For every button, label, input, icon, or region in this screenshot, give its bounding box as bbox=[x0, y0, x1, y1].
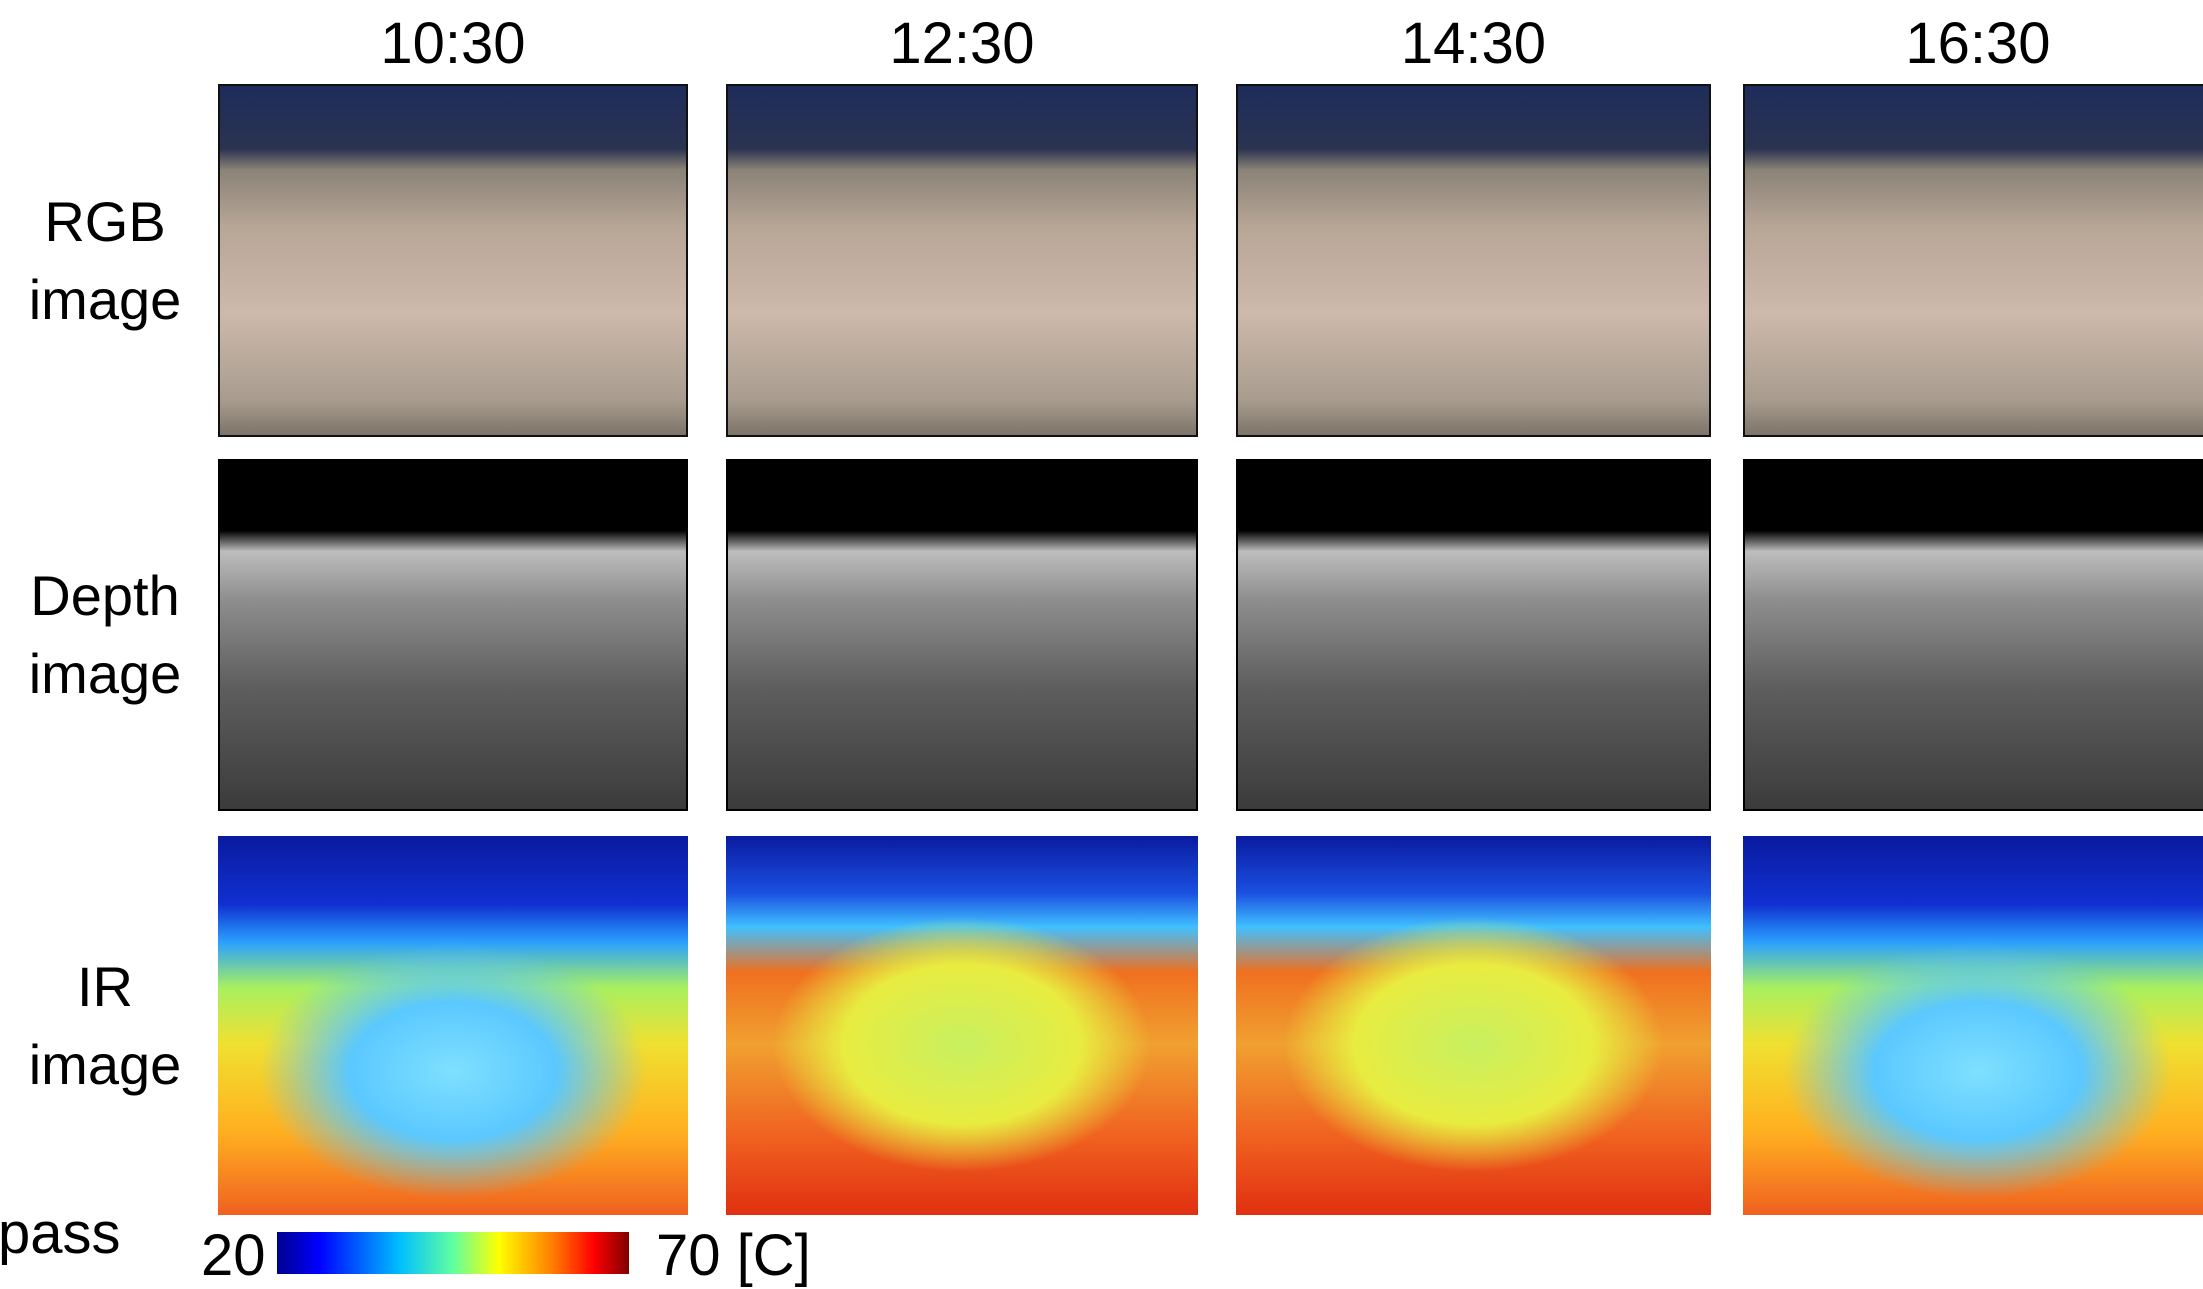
column-header: 14:30 bbox=[1236, 10, 1711, 77]
ir-image bbox=[1743, 836, 2203, 1215]
colorbar bbox=[277, 1232, 629, 1274]
ir-image bbox=[1236, 836, 1711, 1215]
rgb-image bbox=[726, 84, 1198, 437]
row-label: image bbox=[0, 1026, 210, 1104]
row-label: image bbox=[0, 635, 210, 713]
side-text: pass bbox=[0, 1200, 121, 1267]
row-label: image bbox=[0, 261, 210, 339]
rgb-image bbox=[1743, 84, 2203, 437]
row-label: RGB bbox=[0, 183, 210, 261]
colorbar-max: 70 [C] bbox=[656, 1222, 811, 1289]
depth-image bbox=[726, 459, 1198, 811]
column-header: 10:30 bbox=[218, 10, 688, 77]
ir-image bbox=[726, 836, 1198, 1215]
rgb-image bbox=[218, 84, 688, 437]
depth-image bbox=[1743, 459, 2203, 811]
colorbar-min: 20 bbox=[201, 1222, 266, 1289]
ir-image bbox=[218, 836, 688, 1215]
column-header: 12:30 bbox=[726, 10, 1198, 77]
depth-image bbox=[1236, 459, 1711, 811]
rgb-image bbox=[1236, 84, 1711, 437]
row-label: Depth bbox=[0, 557, 210, 635]
figure: pass 20 70 [C] 10:3012:3014:3016:30RGBim… bbox=[0, 0, 2203, 1289]
row-label: IR bbox=[0, 948, 210, 1026]
depth-image bbox=[218, 459, 688, 811]
column-header: 16:30 bbox=[1743, 10, 2203, 77]
